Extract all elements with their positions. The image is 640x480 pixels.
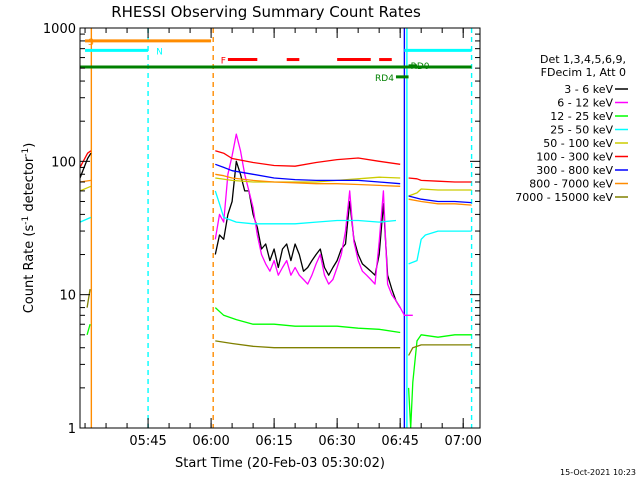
flag-bars <box>80 39 472 79</box>
chart-title: RHESSI Observing Summary Count Rates <box>111 3 421 21</box>
y-axis-label-sup1: -1 <box>21 216 31 225</box>
series-line-8-seg-1 <box>215 340 401 349</box>
series-line-6-seg-0 <box>215 163 401 185</box>
flag-label-s: S <box>88 38 94 48</box>
legend-entry-label-7: 800 - 7000 keV <box>529 178 613 191</box>
series-line-7-seg-2 <box>408 198 472 206</box>
y-axis-label-main: Count Rate (s <box>22 225 37 314</box>
legend-header-0: Det 1,3,4,5,6,9, <box>540 53 626 66</box>
series-line-7-seg-1 <box>215 173 401 187</box>
flag-label-rd4: RD4 <box>375 74 394 84</box>
x-tick-label-1: 06:00 <box>192 434 229 449</box>
series-line-5-seg-0 <box>80 150 92 168</box>
legend-entry-label-8: 7000 - 15000 keV <box>515 191 613 204</box>
legend-entry-label-0: 3 - 6 keV <box>564 83 613 96</box>
legend: Det 1,3,4,5,6,9,FDecim 1, Att 0 3 - 6 keV… <box>515 53 628 204</box>
footer-timestamp: 15-Oct-2021 10:23 <box>560 468 636 477</box>
series-line-8-seg-0 <box>86 288 91 308</box>
plot-area <box>80 28 473 428</box>
x-tick-label-2: 06:15 <box>255 434 292 449</box>
y-axis-label: Count Rate (s-1 detector-1) <box>21 143 37 314</box>
series-line-4-seg-2 <box>408 188 472 197</box>
y-tick-label-1: 10 <box>59 289 76 304</box>
legend-entry-label-3: 25 - 50 keV <box>550 124 613 137</box>
flag-label-f: F <box>221 57 226 67</box>
series-line-0-seg-0 <box>80 152 92 179</box>
y-axis: 1 10 100 1000 <box>43 22 480 437</box>
series-line-4-seg-1 <box>215 176 401 183</box>
flag-label-rd0: RD0 <box>411 62 430 72</box>
series-line-3-seg-0 <box>80 216 92 223</box>
series-line-1-seg-0 <box>214 133 413 316</box>
x-tick-label-0: 05:45 <box>129 434 166 449</box>
series-line-4-seg-0 <box>80 185 92 192</box>
series-line-8-seg-2 <box>408 344 472 356</box>
x-tick-label-5: 07:00 <box>444 434 481 449</box>
series-line-3-seg-2 <box>408 230 472 265</box>
y-axis-label-sup2: -1 <box>21 148 31 157</box>
legend-header-1: FDecim 1, Att 0 <box>541 66 626 79</box>
y-tick-label-0: 1 <box>68 422 76 437</box>
x-axis-label: Start Time (20-Feb-03 05:30:02) <box>175 456 385 471</box>
series-line-0-seg-1 <box>214 160 401 308</box>
plot-frame <box>79 27 481 429</box>
series-line-2-seg-2 <box>407 334 472 428</box>
legend-entry-label-1: 6 - 12 keV <box>557 97 613 110</box>
series-line-5-seg-2 <box>408 177 472 183</box>
series-line-3-seg-1 <box>214 190 397 225</box>
legend-entry-label-4: 50 - 100 keV <box>543 137 613 150</box>
legend-entry-label-6: 300 - 800 keV <box>536 164 613 177</box>
flag-label-n: N <box>156 47 163 57</box>
x-axis: 05:45 06:00 06:15 06:30 06:45 07:00 <box>84 28 482 449</box>
y-tick-label-3: 1000 <box>43 22 76 37</box>
series-line-6-seg-1 <box>408 195 472 204</box>
y-axis-label-end: ) <box>22 143 37 148</box>
y-axis-label-mid: detector <box>22 156 37 216</box>
series-lines <box>80 133 472 428</box>
series-line-2-seg-0 <box>86 324 91 335</box>
legend-entry-label-5: 100 - 300 keV <box>536 151 613 164</box>
x-tick-label-3: 06:30 <box>318 434 355 449</box>
x-tick-label-4: 06:45 <box>381 434 418 449</box>
series-line-2-seg-1 <box>214 307 401 334</box>
legend-entry-label-2: 12 - 25 keV <box>550 110 613 123</box>
marker-lines <box>90 28 473 428</box>
series-line-5-seg-1 <box>215 150 401 167</box>
y-tick-label-2: 100 <box>51 155 76 170</box>
